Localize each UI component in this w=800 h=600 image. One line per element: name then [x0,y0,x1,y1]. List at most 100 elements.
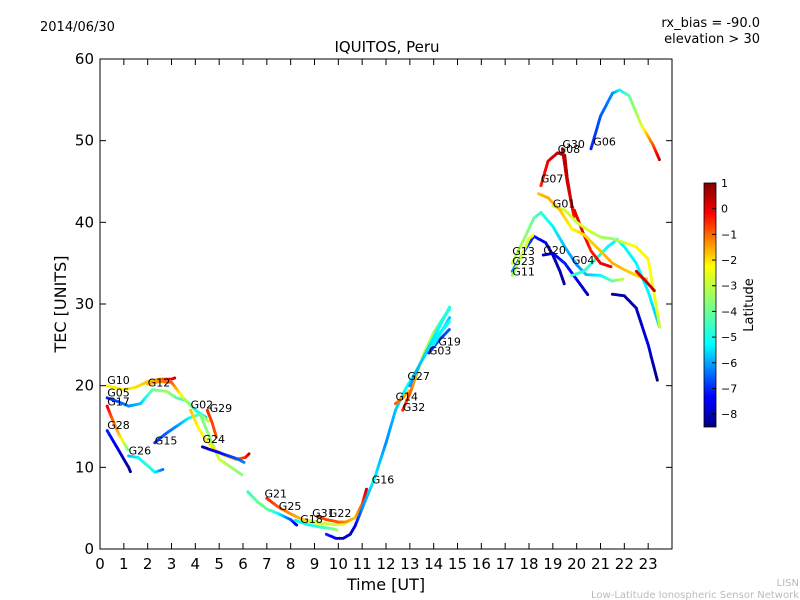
data-point [562,282,566,286]
footer-line1: LISN [777,578,799,589]
satellite-label-g11: G11 [512,265,535,278]
colorbar-tick-label: −4 [721,305,737,318]
x-tick-label: 9 [310,555,320,573]
y-tick-label: 0 [84,540,94,558]
x-tick-label: 23 [639,555,658,573]
series-g06 [589,88,661,162]
x-tick-label: 15 [448,555,467,573]
y-tick-label: 30 [75,295,94,313]
satellite-label-g03: G03 [429,345,452,358]
x-tick-label: 5 [214,555,224,573]
x-tick-label: 10 [329,555,348,573]
satellite-label-g27: G27 [407,370,430,383]
data-point [448,305,452,309]
data-point [658,325,662,329]
colorbar-ticks: −8 −7 −6 −5 −4 −3 −2 −1 0 1 [712,177,737,421]
x-tick-label: 16 [472,555,491,573]
data-point [586,293,590,297]
satellite-label-g04: G04 [572,254,595,267]
y-tick-label: 10 [75,458,94,476]
data-point [657,158,661,162]
date-label: 2014/06/30 [40,20,115,35]
satellite-label-g12: G12 [148,377,171,390]
data-point [447,320,451,324]
x-tick-label: 8 [286,555,296,573]
colorbar-label: Latitude [742,278,757,332]
series-g24 [201,445,246,464]
series-g08 [560,147,574,206]
series-g30 [572,208,613,269]
satellite-label-g16: G16 [372,474,395,487]
plot-area [100,59,672,549]
data-point [447,328,451,332]
satellite-labels: G10G05G17G28G26G12G15G02G29G24G21G25G31G… [107,136,616,526]
elevation-label: elevation > 30 [664,32,760,47]
y-tick-label: 50 [75,132,94,150]
series-g19 [432,320,451,347]
series-g10 [105,376,177,392]
series-g29 [205,408,218,439]
data-point [126,448,130,452]
y-axis-label: TEC [UNITS] [51,256,70,354]
x-tick-label: 2 [143,555,153,573]
data-point [295,523,299,527]
satellite-label-g30: G30 [562,138,585,151]
satellite-label-g24: G24 [203,433,226,446]
series-g21 [246,490,299,527]
data-point [128,470,132,474]
satellite-label-g08: G08 [558,143,581,156]
x-tick-label: 17 [496,555,515,573]
satellite-label-g19: G19 [438,336,461,349]
data-point [240,473,244,477]
data-point [531,234,535,238]
series-g28 [105,429,132,474]
data-point [609,265,613,269]
series-g30b [634,269,656,293]
colorbar-tick-label: −6 [721,357,737,370]
satellite-label-g10: G10 [107,374,130,387]
satellite-label-g01: G01 [553,198,576,211]
satellite-label-g13: G13 [512,245,535,258]
satellite-label-g22: G22 [329,507,352,520]
x-tick-label: 4 [191,555,201,573]
x-tick-label: 3 [167,555,177,573]
data-point [448,316,452,320]
x-axis: 0 1 2 3 4 5 6 7 8 9 10 11 12 13 14 15 16 17 18 19 20 21 22 23 [95,59,658,573]
data-layer [105,88,662,540]
series-g18 [293,518,339,532]
satellite-label-g21: G21 [265,488,288,501]
y-tick-label: 40 [75,213,94,231]
series-g17 [105,404,130,452]
satellite-label-g14: G14 [396,390,419,403]
satellite-label-g05: G05 [107,386,130,399]
data-point [214,435,218,439]
colorbar-tick-label: −8 [721,408,737,421]
series-g04 [570,238,662,329]
data-point [365,487,368,491]
data-point [570,203,574,206]
satellite-label-g06: G06 [593,136,616,149]
satellite-label-g26: G26 [129,444,152,457]
colorbar [703,182,717,428]
bias-label: rx_bias = -90.0 [661,16,760,31]
data-point [173,376,177,380]
series-g27 [408,305,452,388]
colorbar-tick-label: −7 [721,382,737,395]
y-axis: 0 10 20 30 40 50 60 [75,50,672,558]
satellite-label-g31: G31 [312,507,335,520]
colorbar-tick-label: −3 [721,280,737,293]
x-tick-label: 18 [519,555,538,573]
x-tick-label: 22 [615,555,634,573]
satellite-label-g25: G25 [279,500,302,513]
data-point [621,277,625,281]
satellite-label-g17: G17 [107,395,130,408]
satellite-label-g15: G15 [155,435,178,448]
chart-title: IQUITOS, Peru [334,38,439,56]
satellite-label-g29: G29 [210,402,233,415]
satellite-label-g02: G02 [191,399,214,412]
series-g26 [127,454,165,474]
series-g14 [394,389,411,406]
colorbar-tick-label: 0 [721,203,728,216]
series-g01 [551,204,662,329]
